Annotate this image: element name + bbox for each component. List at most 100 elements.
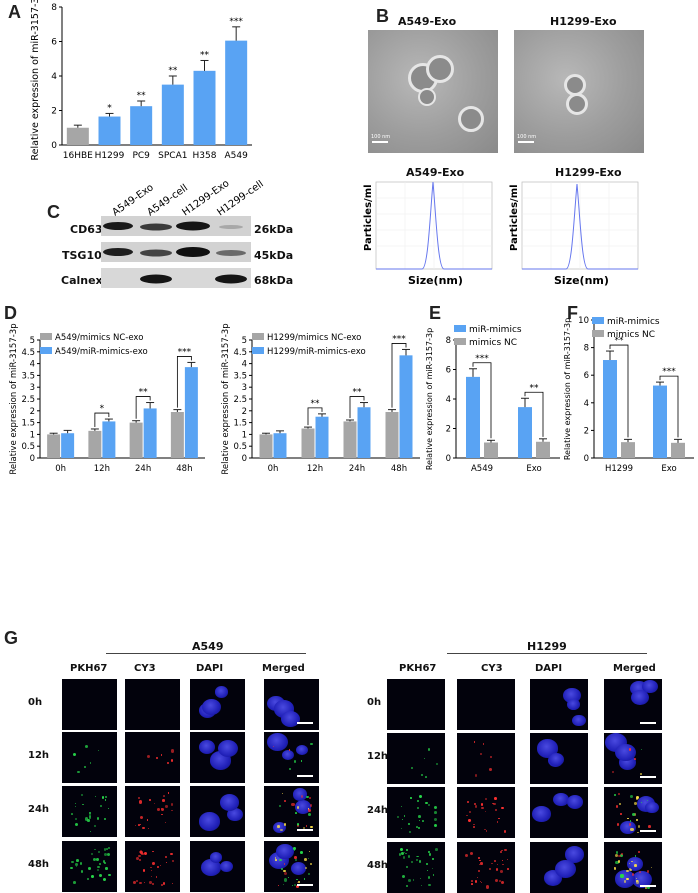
band-tsg101-4 bbox=[216, 250, 246, 256]
significance-bracket bbox=[135, 396, 151, 419]
bar bbox=[671, 442, 685, 458]
y-tick-label: 2 bbox=[242, 407, 247, 417]
y-tick-label: 0 bbox=[584, 454, 589, 464]
micrograph-a549-dapi-24h bbox=[190, 786, 245, 837]
bar bbox=[518, 407, 532, 458]
time-label-48h: 48h bbox=[28, 859, 50, 870]
nta-xlabel-h1299: Size(nm) bbox=[554, 274, 609, 287]
significance-marker: * bbox=[100, 404, 105, 414]
y-tick-label: 10 bbox=[578, 316, 589, 326]
x-tick-label: 48h bbox=[391, 464, 407, 474]
y-tick-label: 8 bbox=[446, 336, 451, 346]
y-tick-label: 2 bbox=[584, 426, 589, 436]
bar bbox=[301, 428, 315, 458]
micrograph-a549-cy3-48h bbox=[125, 841, 180, 892]
channel-label-merged: Merged bbox=[613, 663, 656, 674]
y-tick-label: 2 bbox=[30, 407, 35, 417]
y-tick-label: 0.5 bbox=[21, 442, 35, 452]
panel-label-d: D bbox=[4, 303, 17, 323]
channel-label-pkh67: PKH67 bbox=[70, 663, 108, 674]
micrograph-a549-cy3-0h bbox=[125, 679, 180, 730]
y-tick-label: 6 bbox=[584, 371, 589, 381]
band-cd63-4 bbox=[219, 225, 243, 229]
bar bbox=[184, 367, 198, 458]
scale-bar bbox=[640, 722, 656, 724]
micrograph-a549-dapi-12h bbox=[190, 732, 245, 783]
significance-marker: ** bbox=[615, 336, 625, 346]
significance-marker: ** bbox=[200, 50, 210, 60]
y-tick-label: 5 bbox=[30, 336, 35, 346]
micrograph-a549-dapi-48h bbox=[190, 841, 245, 892]
significance-marker: *** bbox=[662, 367, 676, 377]
blot-kda-68: 68kDa bbox=[254, 274, 294, 287]
legend-label: H1299/miR-mimics-exo bbox=[267, 347, 366, 357]
nta-ylabel-a549: Particles/ml bbox=[363, 184, 374, 251]
nta-plot-a549: Particles/ml Size(nm) bbox=[363, 181, 493, 287]
y-tick-label: 8 bbox=[584, 344, 589, 354]
scale-bar bbox=[297, 722, 313, 724]
bar bbox=[343, 421, 357, 458]
bar bbox=[143, 408, 157, 458]
legend-label: mimics NC bbox=[607, 330, 655, 340]
significance-bracket bbox=[391, 343, 407, 408]
bar bbox=[66, 127, 89, 145]
legend-swatch bbox=[592, 330, 604, 337]
tem-title-a549: A549-Exo bbox=[398, 15, 457, 28]
legend-label: A549/mimics NC-exo bbox=[55, 333, 143, 343]
significance-marker: ** bbox=[168, 66, 178, 76]
nta-ylabel-h1299: Particles/ml bbox=[509, 184, 520, 251]
significance-bracket bbox=[472, 362, 492, 439]
micrograph-h1299-dapi-48h bbox=[530, 842, 588, 893]
significance-marker: * bbox=[107, 103, 112, 113]
bar bbox=[653, 385, 667, 458]
y-tick-label: 1.5 bbox=[21, 419, 35, 429]
significance-bracket bbox=[94, 412, 110, 427]
significance-marker: *** bbox=[178, 347, 192, 357]
significance-bracket bbox=[524, 391, 544, 437]
panel-label-f: F bbox=[567, 303, 578, 323]
panel-label-c: C bbox=[47, 202, 60, 222]
bar bbox=[357, 407, 371, 458]
time-label-24h: 24h bbox=[367, 805, 389, 816]
y-tick-label: 6 bbox=[446, 366, 451, 376]
time-label-12h: 12h bbox=[28, 750, 50, 761]
micrograph-h1299-pkh67-24h bbox=[387, 787, 445, 838]
legend-swatch bbox=[252, 347, 264, 354]
significance-marker: ** bbox=[530, 383, 540, 393]
y-tick-label: 1 bbox=[30, 430, 35, 440]
panel-label-a: A bbox=[8, 2, 21, 22]
bar bbox=[621, 442, 635, 458]
bar bbox=[98, 116, 121, 145]
bar bbox=[315, 416, 329, 458]
blot-kda-26: 26kDa bbox=[254, 223, 294, 236]
bar bbox=[399, 355, 413, 458]
scale-bar bbox=[640, 776, 656, 778]
significance-bracket bbox=[659, 375, 679, 438]
y-tick-label: 4 bbox=[242, 360, 247, 370]
channel-label-dapi: DAPI bbox=[196, 663, 224, 674]
y-tick-label: 4.5 bbox=[21, 348, 35, 358]
micrograph-h1299-pkh67-12h bbox=[387, 733, 445, 784]
micrograph-h1299-cy3-12h bbox=[457, 733, 515, 784]
band-tsg101-2 bbox=[140, 249, 172, 257]
x-tick-label: SPCA1 bbox=[158, 151, 187, 161]
micrograph-h1299-cy3-0h bbox=[457, 679, 515, 730]
x-tick-label: 12h bbox=[94, 464, 110, 474]
micrograph-a549-dapi-0h bbox=[190, 679, 245, 730]
x-tick-label: H1299 bbox=[95, 151, 125, 161]
significance-marker: ** bbox=[311, 399, 321, 409]
group-line-a549 bbox=[106, 653, 306, 654]
tem-scale-label-a549: 100 nm bbox=[371, 134, 391, 140]
group-label-a549: A549 bbox=[192, 640, 224, 653]
nta-plot-h1299: Particles/ml Size(nm) bbox=[509, 181, 639, 287]
bar bbox=[129, 422, 143, 458]
bar bbox=[225, 40, 248, 146]
x-tick-label: H358 bbox=[193, 151, 217, 161]
panel-label-b: B bbox=[376, 6, 389, 26]
time-label-0h: 0h bbox=[367, 697, 382, 708]
y-axis-label: Relative expression of miR-3157-3p bbox=[30, 0, 41, 161]
bar bbox=[88, 430, 102, 458]
bar bbox=[385, 411, 399, 458]
micrograph-h1299-pkh67-48h bbox=[387, 842, 445, 893]
panel-label-e: E bbox=[429, 303, 442, 323]
